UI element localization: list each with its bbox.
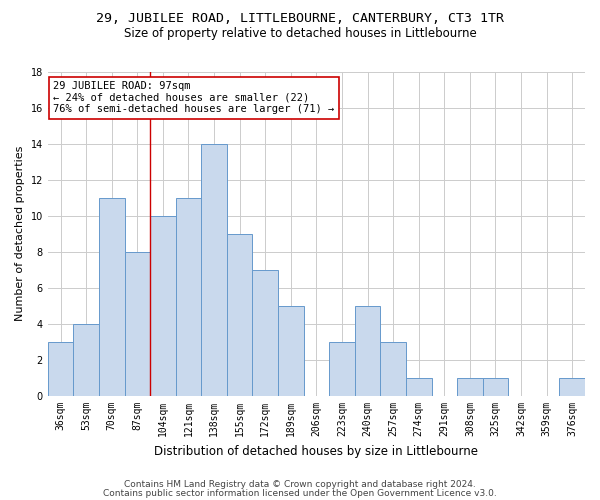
Bar: [73, 324, 99, 396]
Text: 29, JUBILEE ROAD, LITTLEBOURNE, CANTERBURY, CT3 1TR: 29, JUBILEE ROAD, LITTLEBOURNE, CANTERBU…: [96, 12, 504, 26]
Bar: [150, 216, 176, 396]
Bar: [355, 306, 380, 396]
Bar: [380, 342, 406, 396]
X-axis label: Distribution of detached houses by size in Littlebourne: Distribution of detached houses by size …: [154, 444, 478, 458]
Bar: [99, 198, 125, 396]
Text: 29 JUBILEE ROAD: 97sqm
← 24% of detached houses are smaller (22)
76% of semi-det: 29 JUBILEE ROAD: 97sqm ← 24% of detached…: [53, 81, 334, 114]
Bar: [253, 270, 278, 396]
Text: Size of property relative to detached houses in Littlebourne: Size of property relative to detached ho…: [124, 28, 476, 40]
Y-axis label: Number of detached properties: Number of detached properties: [15, 146, 25, 322]
Bar: [406, 378, 431, 396]
Bar: [482, 378, 508, 396]
Text: Contains public sector information licensed under the Open Government Licence v3: Contains public sector information licen…: [103, 490, 497, 498]
Bar: [457, 378, 482, 396]
Text: Contains HM Land Registry data © Crown copyright and database right 2024.: Contains HM Land Registry data © Crown c…: [124, 480, 476, 489]
Bar: [48, 342, 73, 396]
Bar: [227, 234, 253, 396]
Bar: [278, 306, 304, 396]
Bar: [201, 144, 227, 396]
Bar: [125, 252, 150, 396]
Bar: [559, 378, 585, 396]
Bar: [176, 198, 201, 396]
Bar: [329, 342, 355, 396]
